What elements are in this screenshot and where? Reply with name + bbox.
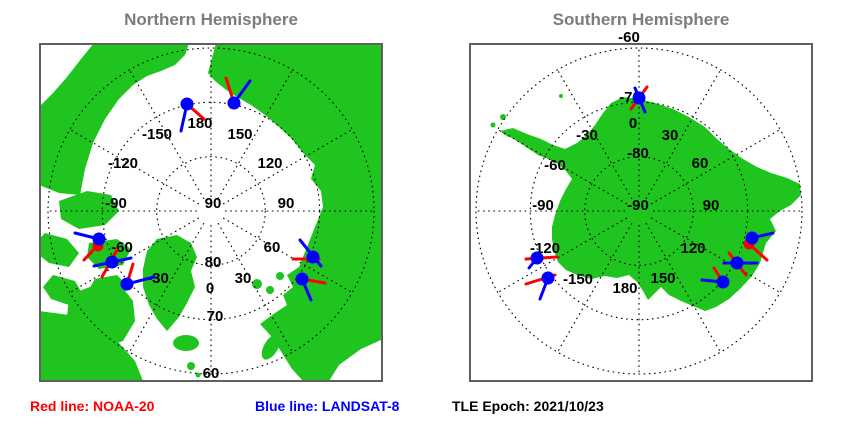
svg-text:30: 30: [235, 270, 252, 287]
satellite-position-markers: [524, 85, 775, 301]
legend-blue-line-landsat8: Blue line: LANDSAT-8: [255, 398, 400, 414]
map-coordinate-labels: 030-3060-6090-90120-120150-150180-90-80-…: [530, 29, 719, 297]
northern-hemisphere-map: Northern Hemisphere: [39, 10, 383, 382]
svg-text:-90: -90: [532, 197, 554, 214]
svg-text:0: 0: [629, 115, 637, 132]
svg-text:0: 0: [206, 280, 214, 297]
svg-text:-30: -30: [576, 127, 598, 144]
svg-text:-150: -150: [142, 126, 172, 143]
southern-hemisphere-map: Southern Hemisphere 0 30 -30 60 -60 90 -90 120 -…: [469, 10, 813, 382]
svg-text:-120: -120: [108, 155, 138, 172]
svg-text:60: 60: [264, 239, 281, 256]
svg-text:180: 180: [612, 280, 637, 297]
svg-text:60: 60: [203, 365, 220, 382]
svg-text:120: 120: [680, 240, 705, 257]
south-panel-title: Southern Hemisphere: [552, 10, 730, 29]
svg-text:30: 30: [662, 127, 679, 144]
svg-text:90: 90: [278, 195, 295, 212]
svg-text:70: 70: [207, 308, 224, 325]
svg-text:-60: -60: [544, 157, 566, 174]
svg-text:90: 90: [205, 195, 222, 212]
south-map-canvas: 030-3060-6090-90120-120150-150180-90-80-…: [469, 29, 813, 382]
svg-text:-90: -90: [105, 195, 127, 212]
svg-text:150: 150: [227, 126, 252, 143]
svg-text:180: 180: [187, 115, 212, 132]
svg-text:120: 120: [257, 155, 282, 172]
graticule-grid: [47, 47, 375, 375]
map-coordinate-labels: 180-150 150-120 120-90 90-60 60-30 3009080706…: [105, 115, 294, 382]
svg-text:-90: -90: [627, 197, 649, 214]
north-map-canvas: 180-150 150-120 120-90 90-60 60-30 3009080706…: [39, 43, 383, 382]
north-axes-frame: [39, 43, 383, 382]
svg-text:-80: -80: [627, 145, 649, 162]
south-axes-frame: [469, 43, 813, 382]
svg-text:90: 90: [703, 197, 720, 214]
svg-text:60: 60: [692, 155, 709, 172]
tle-epoch-label: TLE Epoch: 2021/10/23: [452, 398, 604, 414]
svg-text:-30: -30: [147, 270, 169, 287]
legend-red-line-noaa20: Red line: NOAA-20: [30, 398, 155, 414]
south-landmass-layer: [490, 94, 801, 311]
satellite-position-markers: [73, 76, 327, 302]
svg-text:80: 80: [205, 254, 222, 271]
svg-text:-150: -150: [563, 271, 593, 288]
graticule-grid: [475, 47, 803, 375]
svg-text:-60: -60: [618, 29, 640, 46]
svg-text:150: 150: [650, 270, 675, 287]
north-panel-title: Northern Hemisphere: [124, 10, 298, 29]
